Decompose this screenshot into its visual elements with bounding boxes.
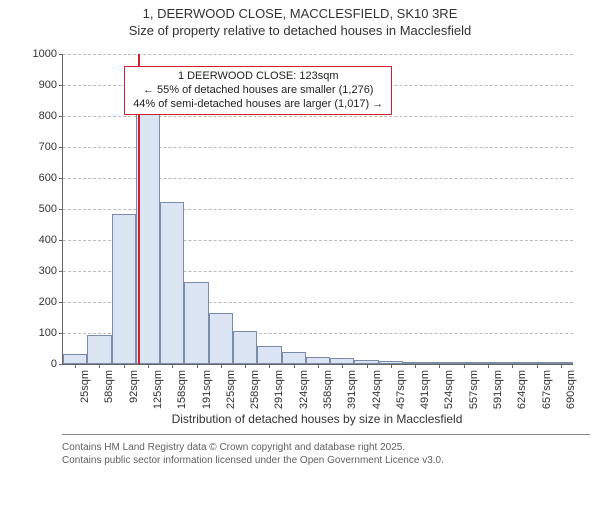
x-tick-mark (318, 364, 319, 368)
x-tick-mark (99, 364, 100, 368)
x-tick-label: 591sqm (492, 370, 504, 409)
x-tick-label: 358sqm (322, 370, 334, 409)
x-tick-label: 191sqm (201, 370, 213, 409)
x-tick-label: 391sqm (346, 370, 358, 409)
x-tick-label: 491sqm (419, 370, 431, 409)
y-tick-label: 0 (51, 358, 57, 370)
page-title: 1, DEERWOOD CLOSE, MACCLESFIELD, SK10 3R… (0, 6, 600, 23)
chart-container: Number of detached properties 0100200300… (0, 44, 600, 434)
x-tick-label: 258sqm (249, 370, 261, 409)
y-tick-mark (59, 240, 63, 241)
y-tick-mark (59, 54, 63, 55)
x-tick-mark (245, 364, 246, 368)
y-tick-label: 1000 (33, 48, 57, 60)
x-tick-label: 25sqm (79, 370, 91, 403)
x-tick-mark (488, 364, 489, 368)
x-tick-mark (221, 364, 222, 368)
x-tick-mark (561, 364, 562, 368)
x-tick-label: 690sqm (565, 370, 577, 409)
y-tick-label: 500 (39, 203, 57, 215)
annotation-line: ← 55% of detached houses are smaller (1,… (133, 84, 383, 98)
bar (63, 354, 87, 364)
x-tick-mark (512, 364, 513, 368)
x-tick-label: 225sqm (225, 370, 237, 409)
bar (306, 357, 330, 364)
footer-line-1: Contains HM Land Registry data © Crown c… (62, 441, 590, 454)
x-tick-mark (537, 364, 538, 368)
x-tick-label: 424sqm (371, 370, 383, 409)
x-tick-label: 524sqm (443, 370, 455, 409)
bar (87, 335, 111, 364)
x-tick-mark (148, 364, 149, 368)
y-tick-label: 200 (39, 296, 57, 308)
x-tick-mark (172, 364, 173, 368)
plot-area: 0100200300400500600700800900100025sqm58s… (62, 54, 573, 365)
x-tick-label: 92sqm (128, 370, 140, 403)
y-tick-mark (59, 85, 63, 86)
x-tick-label: 125sqm (152, 370, 164, 409)
y-tick-mark (59, 209, 63, 210)
annotation-line: 1 DEERWOOD CLOSE: 123sqm (133, 70, 383, 84)
annotation-line: 44% of semi-detached houses are larger (… (133, 98, 383, 112)
x-tick-mark (197, 364, 198, 368)
y-tick-label: 100 (39, 327, 57, 339)
x-tick-mark (367, 364, 368, 368)
x-tick-mark (75, 364, 76, 368)
x-tick-mark (269, 364, 270, 368)
bar (209, 313, 233, 364)
page-subtitle: Size of property relative to detached ho… (0, 23, 600, 40)
x-tick-mark (294, 364, 295, 368)
bar (257, 346, 281, 364)
bar (282, 352, 306, 363)
x-tick-label: 557sqm (468, 370, 480, 409)
x-tick-label: 457sqm (395, 370, 407, 409)
x-tick-mark (439, 364, 440, 368)
footer-line-2: Contains public sector information licen… (62, 454, 590, 467)
x-tick-label: 58sqm (103, 370, 115, 403)
bar (233, 331, 257, 364)
y-tick-mark (59, 116, 63, 117)
y-tick-mark (59, 147, 63, 148)
y-tick-label: 300 (39, 265, 57, 277)
x-tick-mark (342, 364, 343, 368)
y-tick-mark (59, 178, 63, 179)
x-tick-mark (415, 364, 416, 368)
x-tick-mark (124, 364, 125, 368)
x-tick-label: 324sqm (298, 370, 310, 409)
y-tick-mark (59, 271, 63, 272)
y-tick-label: 400 (39, 234, 57, 246)
footer: Contains HM Land Registry data © Crown c… (0, 435, 600, 467)
x-tick-mark (464, 364, 465, 368)
y-tick-label: 700 (39, 141, 57, 153)
x-tick-mark (391, 364, 392, 368)
x-tick-label: 657sqm (541, 370, 553, 409)
x-tick-label: 158sqm (176, 370, 188, 409)
x-axis-label: Distribution of detached houses by size … (62, 412, 572, 426)
bar (160, 202, 184, 364)
y-tick-mark (59, 302, 63, 303)
y-tick-label: 600 (39, 172, 57, 184)
bar (184, 282, 208, 364)
y-tick-mark (59, 364, 63, 365)
y-tick-mark (59, 333, 63, 334)
x-tick-label: 624sqm (516, 370, 528, 409)
x-tick-label: 291sqm (273, 370, 285, 409)
y-tick-label: 900 (39, 79, 57, 91)
bar (112, 214, 136, 364)
annotation-box: 1 DEERWOOD CLOSE: 123sqm← 55% of detache… (124, 66, 392, 115)
y-tick-label: 800 (39, 110, 57, 122)
